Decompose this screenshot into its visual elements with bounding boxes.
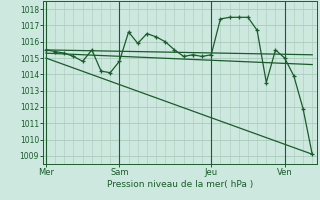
X-axis label: Pression niveau de la mer( hPa ): Pression niveau de la mer( hPa ): [107, 180, 253, 189]
